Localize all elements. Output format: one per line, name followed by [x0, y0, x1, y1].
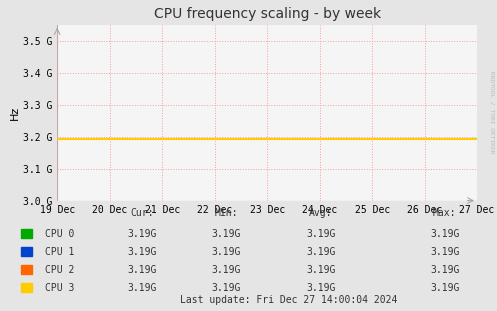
Text: 3.19G: 3.19G	[127, 247, 157, 257]
Text: 3.19G: 3.19G	[127, 229, 157, 239]
Title: CPU frequency scaling - by week: CPU frequency scaling - by week	[154, 7, 381, 21]
Text: 3.19G: 3.19G	[306, 283, 335, 293]
Text: CPU 1: CPU 1	[45, 247, 74, 257]
Text: CPU 3: CPU 3	[45, 283, 74, 293]
Text: RRDTOOL / TOBI OETIKER: RRDTOOL / TOBI OETIKER	[490, 71, 495, 153]
Text: 3.19G: 3.19G	[306, 247, 335, 257]
Text: 3.19G: 3.19G	[430, 265, 460, 275]
Text: 3.19G: 3.19G	[430, 229, 460, 239]
Text: 3.19G: 3.19G	[211, 283, 241, 293]
Text: Avg:: Avg:	[309, 208, 332, 218]
Text: CPU 0: CPU 0	[45, 229, 74, 239]
Y-axis label: Hz: Hz	[10, 106, 20, 120]
Text: 3.19G: 3.19G	[430, 247, 460, 257]
Text: 3.19G: 3.19G	[306, 265, 335, 275]
Text: 3.19G: 3.19G	[127, 265, 157, 275]
Text: Last update: Fri Dec 27 14:00:04 2024: Last update: Fri Dec 27 14:00:04 2024	[179, 295, 397, 305]
Text: Min:: Min:	[214, 208, 238, 218]
Text: 3.19G: 3.19G	[211, 247, 241, 257]
Text: 3.19G: 3.19G	[306, 229, 335, 239]
Text: 3.19G: 3.19G	[430, 283, 460, 293]
Text: Max:: Max:	[433, 208, 457, 218]
Text: CPU 2: CPU 2	[45, 265, 74, 275]
Text: 3.19G: 3.19G	[211, 229, 241, 239]
Text: Cur:: Cur:	[130, 208, 154, 218]
Text: 3.19G: 3.19G	[211, 265, 241, 275]
Text: 3.19G: 3.19G	[127, 283, 157, 293]
